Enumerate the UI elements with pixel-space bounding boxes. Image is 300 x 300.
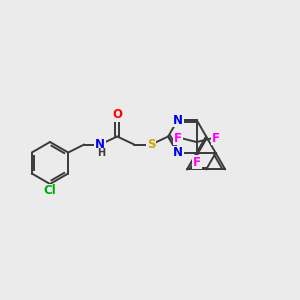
Text: F: F [174,131,182,145]
Text: F: F [212,131,220,145]
Text: S: S [147,138,155,151]
Text: F: F [193,155,201,169]
Text: H: H [97,148,105,158]
Text: Cl: Cl [44,184,56,197]
Text: O: O [112,108,122,121]
Text: N: N [173,113,183,127]
Text: N: N [173,146,183,160]
Text: N: N [95,138,105,151]
